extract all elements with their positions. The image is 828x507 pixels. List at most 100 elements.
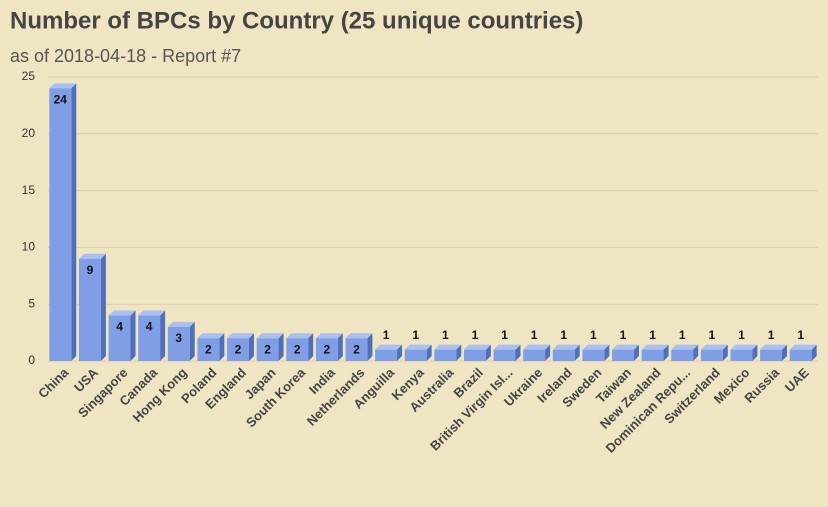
bar-side [485, 344, 491, 361]
value-label: 1 [472, 328, 479, 342]
bar-side [811, 344, 817, 361]
y-tick-label: 0 [28, 353, 35, 367]
value-label: 2 [264, 342, 271, 356]
bar-side [604, 344, 610, 361]
bar [760, 349, 783, 361]
bar-top [700, 344, 728, 350]
value-label: 1 [590, 328, 597, 342]
bar-side [426, 344, 432, 361]
bar-side [693, 344, 699, 361]
bar [78, 258, 101, 361]
bar [789, 349, 812, 361]
bar [108, 315, 131, 361]
bar-side [278, 333, 284, 361]
bar [256, 338, 279, 361]
bar-top [108, 310, 136, 316]
value-label: 1 [738, 328, 745, 342]
bar [375, 349, 398, 361]
bar-top [167, 321, 195, 327]
bar-top [523, 344, 551, 350]
value-label: 2 [324, 342, 331, 356]
bar-side [219, 333, 225, 361]
value-label: 9 [87, 263, 94, 277]
bar [700, 349, 723, 361]
value-label: 1 [501, 328, 508, 342]
bar-side [308, 333, 314, 361]
bar-side [782, 344, 788, 361]
bar-top [789, 344, 817, 350]
bar [345, 338, 368, 361]
y-tick-label: 20 [22, 126, 36, 140]
bar [49, 88, 72, 362]
bar-side [633, 344, 639, 361]
bar-top [197, 333, 225, 339]
bar [641, 349, 664, 361]
bar-side [337, 333, 343, 361]
bar-top [760, 344, 788, 350]
bar-side [663, 344, 669, 361]
value-label: 1 [797, 328, 804, 342]
bar [552, 349, 575, 361]
bar-top [49, 83, 77, 89]
bar-top [256, 333, 284, 339]
bar-top [315, 333, 343, 339]
bar [404, 349, 427, 361]
y-tick-label: 5 [28, 296, 35, 310]
bar [612, 349, 634, 361]
value-label: 1 [383, 328, 390, 342]
bar [493, 349, 516, 361]
bar-side [130, 310, 136, 361]
bar-side [71, 83, 77, 362]
bar-side [574, 344, 580, 361]
bar-top [582, 344, 610, 350]
bar-top [552, 344, 580, 350]
value-label: 1 [709, 328, 716, 342]
bar-side [397, 344, 403, 361]
value-label: 24 [54, 93, 68, 107]
bar [523, 349, 546, 361]
bar-top [493, 344, 521, 350]
value-label: 1 [412, 328, 419, 342]
chart-title: Number of BPCs by Country (25 unique cou… [10, 7, 583, 34]
bar-side [515, 344, 521, 361]
chart-subtitle: as of 2018-04-18 - Report #7 [10, 46, 241, 66]
bar-side [367, 333, 373, 361]
value-label: 2 [205, 342, 212, 356]
bar-top [78, 253, 106, 259]
bar [315, 338, 338, 361]
y-tick-label: 15 [22, 183, 36, 197]
bar [730, 349, 753, 361]
bar [286, 338, 309, 361]
bar-side [248, 333, 254, 361]
y-tick-label: 10 [22, 240, 36, 254]
value-label: 1 [560, 328, 567, 342]
bar [197, 338, 220, 361]
bar-top [463, 344, 491, 350]
bar-top [375, 344, 403, 350]
bar-top [671, 344, 699, 350]
bar [167, 326, 190, 361]
bar-side [160, 310, 166, 361]
value-label: 1 [442, 328, 449, 342]
value-label: 2 [353, 342, 360, 356]
bar [227, 338, 249, 361]
value-label: 1 [531, 328, 538, 342]
bar [671, 349, 694, 361]
value-label: 1 [679, 328, 686, 342]
bar-top [286, 333, 314, 339]
bar-top [434, 344, 462, 350]
bar-top [404, 344, 432, 350]
bar-side [456, 344, 462, 361]
value-label: 1 [649, 328, 656, 342]
bar-side [752, 344, 758, 361]
bar-top [641, 344, 669, 350]
bar-top [612, 344, 639, 350]
bar-top [345, 333, 373, 339]
value-label: 3 [175, 331, 182, 345]
bar-top [730, 344, 758, 350]
value-label: 1 [768, 328, 775, 342]
y-tick-label: 25 [22, 69, 36, 83]
value-label: 1 [620, 328, 627, 342]
